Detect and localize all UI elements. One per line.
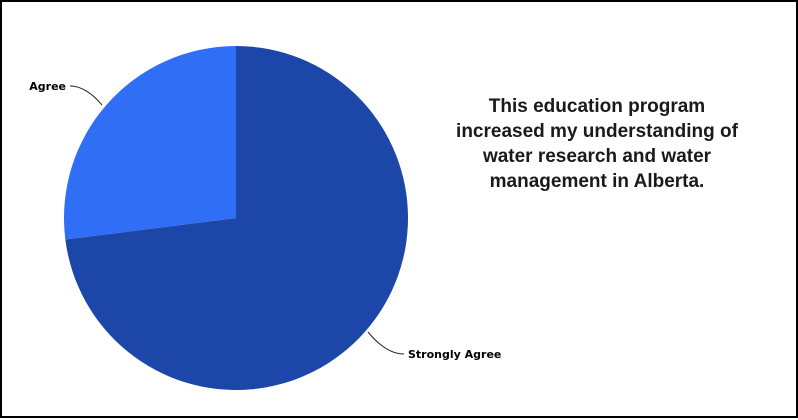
leader-line xyxy=(367,331,405,355)
title-line-3: water research and water xyxy=(482,146,712,167)
slice-label: Strongly Agree xyxy=(408,348,501,361)
title-line-2: increased my understanding of xyxy=(456,121,738,142)
pie-slice-strongly-agree xyxy=(65,46,409,390)
leader-line xyxy=(69,85,103,106)
chart-title: This education program increased my unde… xyxy=(412,94,782,194)
title-line-4: management in Alberta. xyxy=(489,171,705,192)
title-line-1: This education program xyxy=(488,96,706,117)
slice-label: Agree xyxy=(29,80,66,93)
pie-slice-agree xyxy=(63,46,236,240)
